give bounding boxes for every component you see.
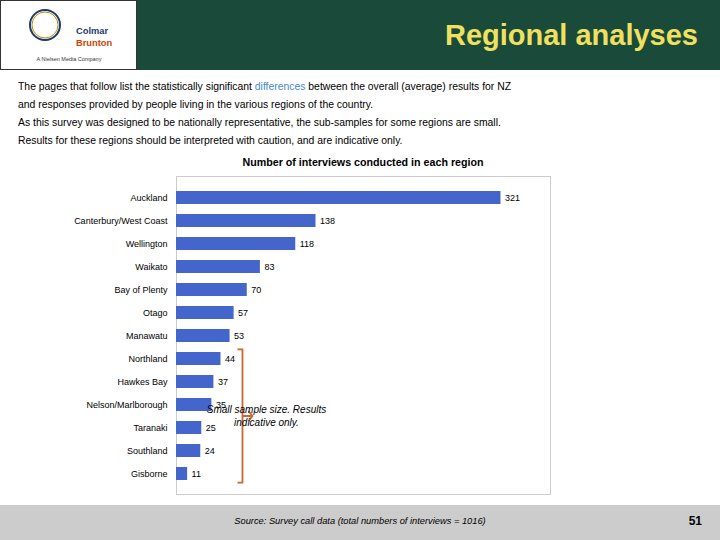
svg-text:Bay of Plenty: Bay of Plenty bbox=[114, 285, 168, 295]
svg-text:Taranaki: Taranaki bbox=[133, 423, 167, 433]
svg-text:44: 44 bbox=[225, 354, 235, 364]
svg-text:Southland: Southland bbox=[127, 446, 168, 456]
html-text:The pages that follow list the: The pages that follow list the statistic… bbox=[18, 81, 511, 92]
html-text:Results for these regions shou: Results for these regions should be inte… bbox=[18, 135, 403, 146]
svg-text:53: 53 bbox=[234, 331, 244, 341]
svg-text:Colmar: Colmar bbox=[76, 26, 108, 36]
svg-text:70: 70 bbox=[251, 285, 261, 295]
svg-text:Auckland: Auckland bbox=[130, 193, 167, 203]
html-text:51: 51 bbox=[688, 514, 702, 528]
svg-text:24: 24 bbox=[205, 446, 215, 456]
svg-text:118: 118 bbox=[300, 239, 314, 249]
svg-text:Nelson/Marlborough: Nelson/Marlborough bbox=[86, 400, 167, 410]
svg-text:83: 83 bbox=[264, 262, 274, 272]
html-text:As this survey was designed to: As this survey was designed to be nation… bbox=[18, 117, 501, 128]
svg-text:138: 138 bbox=[320, 216, 335, 226]
svg-text:Hawkes Bay: Hawkes Bay bbox=[117, 377, 168, 387]
svg-text:Small sample size. Results: Small sample size. Results bbox=[207, 404, 326, 415]
svg-text:A Nielsen Media Company: A Nielsen Media Company bbox=[37, 56, 102, 62]
svg-text:Gisborne: Gisborne bbox=[131, 469, 168, 479]
svg-text:25: 25 bbox=[206, 423, 216, 433]
svg-text:Otago: Otago bbox=[143, 308, 168, 318]
html-text:Number of interviews conducted: Number of interviews conducted in each r… bbox=[242, 156, 484, 168]
svg-text:321: 321 bbox=[505, 193, 520, 203]
svg-text:37: 37 bbox=[218, 377, 228, 387]
svg-text:Manawatu: Manawatu bbox=[126, 331, 168, 341]
svg-text:Northland: Northland bbox=[128, 354, 167, 364]
html-text:Regional analyses: Regional analyses bbox=[444, 19, 698, 51]
svg-text:Brunton: Brunton bbox=[76, 38, 112, 48]
html-text:and responses provided by peop: and responses provided by people living … bbox=[18, 99, 373, 110]
svg-text:57: 57 bbox=[238, 308, 248, 318]
svg-text:indicative only.: indicative only. bbox=[234, 417, 299, 428]
svg-text:11: 11 bbox=[192, 469, 201, 479]
svg-text:Canterbury/West Coast: Canterbury/West Coast bbox=[74, 216, 168, 226]
html-text:Source: Survey call data (tota: Source: Survey call data (total numbers … bbox=[234, 516, 486, 526]
svg-text:Waikato: Waikato bbox=[135, 262, 167, 272]
svg-text:Wellington: Wellington bbox=[126, 239, 168, 249]
